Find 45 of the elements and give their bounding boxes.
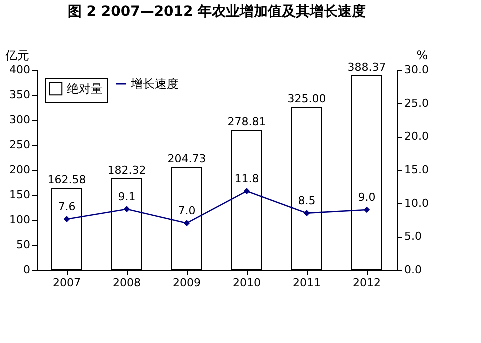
y-axis-title: 亿元 [4, 48, 30, 62]
x-tick-label: 2008 [113, 276, 141, 290]
x-tick-label: 2007 [53, 276, 81, 290]
point [364, 206, 370, 214]
y-tick-label: 350 [10, 88, 30, 102]
y2-axis-title: % [416, 48, 428, 62]
y-tick-label: 400 [10, 64, 30, 76]
data-label: 182.32 [108, 164, 146, 177]
y-tick-label: 100 [10, 214, 30, 226]
data-label: 278.81 [228, 116, 266, 129]
point [184, 220, 190, 226]
y-tick-label: 0 [24, 264, 30, 276]
y-tick-label: 300 [10, 114, 30, 126]
y2-tick-label: 5.0 [404, 230, 422, 244]
y2-tick-label: 30.0 [404, 64, 429, 76]
point [64, 216, 70, 222]
y-tick-label: 50 [16, 238, 30, 252]
y-tick-label: 200 [10, 164, 30, 176]
legend-label: 增长速度 [130, 77, 179, 91]
point [244, 188, 250, 194]
point [304, 210, 310, 216]
data-label: 162.58 [48, 174, 86, 187]
y-tick-label: 150 [10, 188, 30, 202]
data-label: 8.5 [298, 194, 316, 208]
y2-tick-label: 15.0 [404, 164, 429, 176]
data-label: 204.73 [168, 152, 206, 166]
y2-tick-label: 20.0 [404, 130, 429, 144]
data-label: 7.6 [58, 200, 76, 214]
legend-label: 绝对量 [67, 82, 103, 96]
y2-tick-label: 10.0 [404, 196, 429, 210]
data-label: 388.37 [348, 60, 386, 74]
chart-title: 图 2 2007—2012 年农业增加值及其增长速度 [68, 3, 366, 20]
x-tick-label: 2011 [293, 276, 321, 290]
y2-tick-label: 25.0 [404, 96, 429, 110]
data-label: 9.1 [118, 190, 136, 204]
data-label: 9.0 [358, 191, 376, 204]
x-tick-label: 2009 [173, 276, 201, 290]
data-label: 325.00 [288, 92, 326, 106]
point [124, 206, 130, 212]
x-tick-label: 2010 [233, 276, 261, 290]
data-label: 7.0 [178, 204, 196, 218]
x-tick-label: 2012 [353, 276, 381, 290]
y-tick-label: 250 [10, 138, 30, 152]
y2-tick-label: 0.0 [404, 264, 422, 276]
data-label: 11.8 [234, 172, 260, 186]
